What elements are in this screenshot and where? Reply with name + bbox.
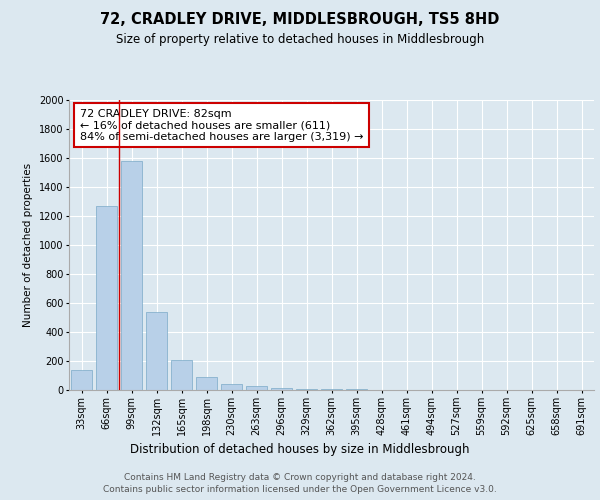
Bar	[246, 386, 267, 390]
Y-axis label: Number of detached properties: Number of detached properties	[23, 163, 33, 327]
Bar	[196, 377, 217, 390]
Text: 72 CRADLEY DRIVE: 82sqm
← 16% of detached houses are smaller (611)
84% of semi-d: 72 CRADLEY DRIVE: 82sqm ← 16% of detache…	[79, 108, 363, 142]
Bar	[121, 161, 142, 390]
Bar	[171, 360, 192, 390]
Bar	[96, 206, 117, 390]
Bar	[221, 384, 242, 390]
Text: Distribution of detached houses by size in Middlesbrough: Distribution of detached houses by size …	[130, 442, 470, 456]
Bar	[71, 370, 92, 390]
Bar	[271, 388, 292, 390]
Text: Size of property relative to detached houses in Middlesbrough: Size of property relative to detached ho…	[116, 32, 484, 46]
Bar	[296, 389, 317, 390]
Bar	[146, 312, 167, 390]
Text: 72, CRADLEY DRIVE, MIDDLESBROUGH, TS5 8HD: 72, CRADLEY DRIVE, MIDDLESBROUGH, TS5 8H…	[100, 12, 500, 28]
Text: Contains public sector information licensed under the Open Government Licence v3: Contains public sector information licen…	[103, 485, 497, 494]
Text: Contains HM Land Registry data © Crown copyright and database right 2024.: Contains HM Land Registry data © Crown c…	[124, 472, 476, 482]
